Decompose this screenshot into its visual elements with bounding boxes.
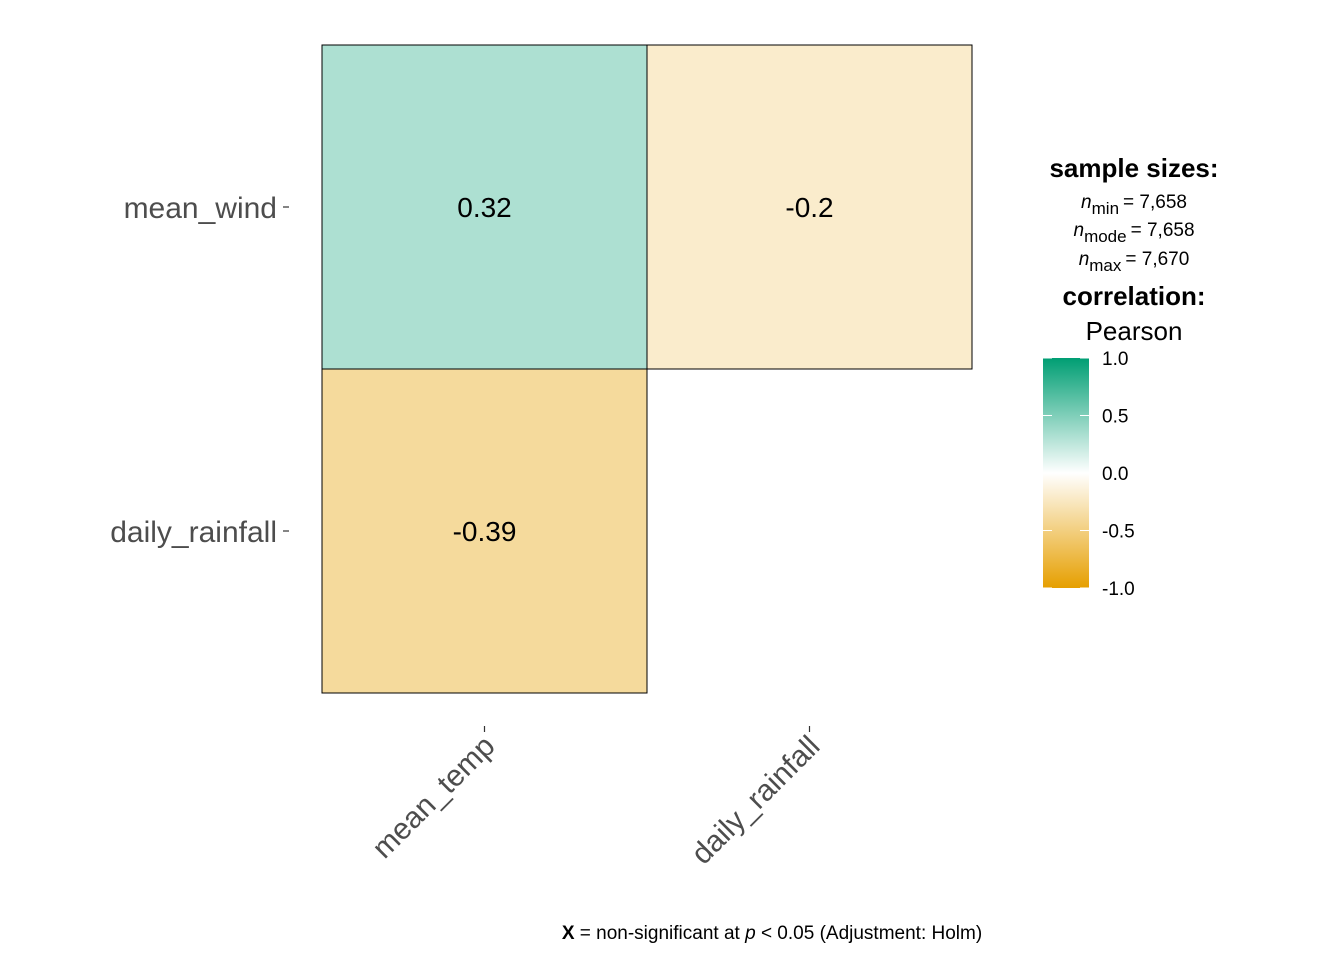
cell-value-label: 0.32: [457, 192, 512, 223]
x-tick-label-daily-rainfall: daily_rainfall: [685, 730, 826, 871]
sample-sizes-title: sample sizes:: [1049, 153, 1218, 183]
n-max-entry: nmax = 7,670: [1079, 249, 1190, 275]
cell-value-label: -0.39: [453, 516, 517, 547]
x-tick-label-mean-temp: mean_temp: [366, 730, 501, 865]
legend-tick-label: -1.0: [1102, 579, 1135, 600]
n-min-entry: nmin = 7,658: [1081, 192, 1187, 218]
caption: X = non-significant at p < 0.05 (Adjustm…: [562, 923, 982, 944]
heatmap-cell-daily-rainfall-mean-wind: [646, 44, 973, 370]
heatmap-cell-labels: 0.32 -0.2 -0.39: [453, 192, 834, 547]
heatmap-cell-mean-temp-mean-wind: [321, 44, 648, 370]
legend: sample sizes: nmin = 7,658 nmode = 7,658 n…: [1043, 153, 1219, 600]
legend-tick-label: -0.5: [1102, 522, 1135, 543]
legend-tick-label: 0.0: [1102, 464, 1128, 485]
y-axis: mean_wind daily_rainfall: [110, 192, 289, 549]
y-tick-label-daily-rainfall: daily_rainfall: [110, 516, 277, 549]
correlation-title: correlation:: [1062, 281, 1205, 311]
legend-ticks: 1.0 0.5 0.0 -0.5 -1.0: [1043, 349, 1135, 600]
legend-tick-label: 0.5: [1102, 407, 1128, 428]
x-axis: mean_temp daily_rainfall: [366, 726, 826, 871]
y-tick-label-mean-wind: mean_wind: [124, 192, 277, 225]
cell-value-label: -0.2: [785, 192, 833, 223]
legend-tick-label: 1.0: [1102, 349, 1128, 370]
heatmap-cells: [321, 44, 973, 694]
heatmap-cell-mean-temp-daily-rainfall: [321, 368, 648, 694]
correlation-method: Pearson: [1086, 316, 1183, 346]
n-mode-entry: nmode = 7,658: [1073, 220, 1194, 246]
